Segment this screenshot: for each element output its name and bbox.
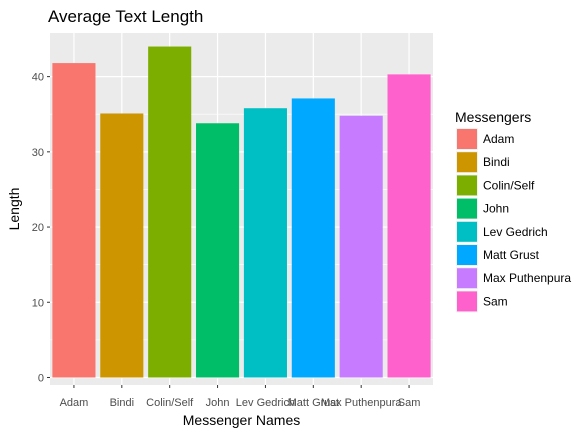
- legend-swatch: [457, 175, 477, 196]
- legend-label: Sam: [483, 294, 508, 308]
- y-axis-title: Length: [6, 188, 22, 231]
- legend-swatch: [457, 152, 477, 173]
- chart-title: Average Text Length: [48, 7, 203, 26]
- y-tick-label: 30: [32, 147, 44, 159]
- legend-label: John: [483, 202, 509, 216]
- legend-label: Lev Gedrich: [483, 225, 548, 239]
- y-tick-label: 20: [32, 222, 44, 234]
- legend: Messengers Adam Bindi Colin/Self John Lev Ge…: [455, 109, 571, 313]
- bar-bindi: [100, 113, 144, 378]
- bars: [52, 46, 431, 378]
- x-tick-label: John: [206, 397, 230, 409]
- legend-label: Matt Grust: [483, 248, 540, 262]
- x-tick-label: Sam: [398, 397, 421, 409]
- bar-john: [196, 123, 240, 378]
- bar-matt-grust: [291, 98, 335, 378]
- legend-swatch: [457, 291, 477, 312]
- x-axis-title: Messenger Names: [183, 412, 301, 428]
- x-tick-label: Bindi: [110, 397, 134, 409]
- bar-colin-self: [148, 46, 192, 378]
- y-tick-label: 10: [32, 297, 44, 309]
- x-tick-label: Lev Gedrich: [236, 397, 295, 409]
- y-axis: 0 10 20 30 40: [32, 72, 50, 384]
- legend-swatch: [457, 245, 477, 265]
- legend-label: Bindi: [483, 155, 510, 169]
- y-tick-label: 0: [38, 372, 44, 384]
- legend-swatch: [457, 129, 477, 149]
- x-tick-label: Matt Grust: [288, 397, 339, 409]
- bar-max-puthenpura: [339, 115, 383, 378]
- bar-sam: [387, 74, 431, 378]
- x-tick-label: Colin/Self: [146, 397, 194, 409]
- x-tick-label: Max Puthenpura: [321, 397, 403, 409]
- legend-swatch: [457, 221, 477, 242]
- legend-label: Colin/Self: [483, 178, 535, 192]
- x-tick-label: Adam: [60, 397, 89, 409]
- legend-swatch: [457, 198, 477, 219]
- bar-lev-gedrich: [243, 108, 287, 378]
- bar-adam: [52, 63, 96, 378]
- legend-label: Adam: [483, 132, 514, 146]
- y-tick-label: 40: [32, 72, 44, 84]
- legend-title: Messengers: [455, 109, 531, 125]
- legend-swatch: [457, 268, 477, 289]
- legend-label: Max Puthenpura: [483, 271, 571, 285]
